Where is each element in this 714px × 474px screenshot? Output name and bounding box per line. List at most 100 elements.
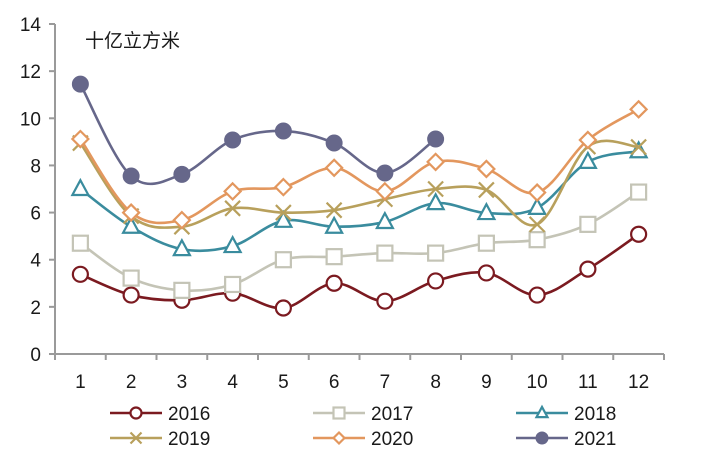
data-point [222, 234, 243, 254]
data-point [630, 138, 647, 156]
x-tick-label: 1 [75, 372, 86, 393]
x-tick-label: 10 [527, 372, 548, 393]
legend-item-2018: 2018 [516, 404, 616, 425]
data-point [629, 99, 649, 119]
series-2018 [70, 140, 649, 257]
legend-item-2016: 2016 [110, 404, 210, 425]
legend-marker [332, 406, 346, 420]
legend-item-2019: 2019 [110, 429, 210, 450]
data-point [375, 210, 395, 230]
legend-item-2020: 2020 [313, 429, 413, 450]
data-point [630, 225, 648, 243]
legend-marker [331, 430, 347, 446]
data-point [71, 75, 89, 93]
data-point [476, 201, 497, 221]
data-point [427, 180, 444, 198]
legend-marker [129, 431, 143, 445]
data-point [324, 215, 344, 234]
series-line-2016 [79, 233, 640, 310]
data-point [476, 159, 496, 179]
x-tick-label: 6 [329, 372, 340, 393]
data-point [376, 292, 394, 310]
data-point [578, 130, 598, 150]
x-tick-label: 5 [278, 372, 289, 393]
data-point [224, 200, 241, 217]
legend-label: 2020 [371, 429, 413, 450]
data-point [427, 130, 445, 148]
data-point [427, 272, 445, 290]
series [70, 75, 649, 317]
x-tick-label: 2 [126, 372, 137, 393]
data-point [427, 244, 445, 262]
data-point [121, 215, 141, 234]
data-point [70, 129, 90, 149]
series-2017 [71, 183, 648, 299]
data-point [630, 183, 648, 201]
data-point [426, 152, 446, 172]
data-point [224, 131, 242, 149]
data-point [172, 237, 192, 257]
data-point [71, 234, 89, 252]
data-point [122, 286, 140, 304]
y-tick-label: 2 [30, 298, 41, 319]
data-point [579, 260, 597, 278]
data-point [528, 216, 546, 233]
y-tick-label: 14 [20, 15, 42, 36]
data-point [121, 203, 141, 223]
x-tick-label: 8 [430, 372, 441, 393]
y-tick-label: 8 [30, 156, 41, 177]
y-ticks: 0 2 4 6 8 10 12 14 [20, 15, 55, 366]
x-tick-label: 4 [227, 372, 238, 393]
data-point [527, 182, 547, 203]
unit-label: 十亿立方米 [85, 30, 180, 52]
data-point [579, 215, 597, 233]
data-point [425, 192, 446, 211]
series-2021 [71, 75, 445, 186]
x-tick-label: 9 [481, 372, 492, 393]
series-2020 [70, 99, 649, 230]
data-point [376, 244, 394, 262]
axes [54, 24, 664, 355]
data-point [122, 167, 140, 185]
data-point [478, 181, 495, 199]
data-point [224, 275, 242, 294]
data-point [273, 177, 293, 197]
data-point [375, 181, 395, 201]
series-line-2019 [79, 139, 639, 229]
data-point [376, 164, 394, 182]
x-tick-label: 12 [628, 372, 649, 393]
data-point [528, 231, 546, 249]
data-point [173, 281, 191, 299]
data-point [324, 158, 344, 178]
legend-label: 2018 [574, 404, 616, 425]
x-tick-label: 11 [578, 372, 598, 393]
legend-label: 2021 [574, 429, 616, 450]
data-point [70, 177, 91, 197]
legend-item-2021: 2021 [516, 429, 616, 450]
data-point [223, 181, 243, 201]
series-2019 [72, 134, 647, 235]
legend-marker [129, 406, 143, 420]
legend-item-2017: 2017 [313, 404, 413, 425]
legend-label: 2016 [168, 404, 210, 425]
data-point [273, 209, 294, 228]
data-point [71, 265, 89, 283]
legend: 2016 2017 2018 2019 2020 2021 [110, 404, 616, 450]
data-point [477, 234, 495, 252]
y-tick-label: 10 [20, 109, 41, 130]
data-point [578, 150, 598, 169]
series-line-2017 [79, 190, 640, 292]
legend-marker [535, 431, 549, 445]
y-tick-label: 4 [30, 251, 41, 272]
data-point [527, 196, 547, 215]
data-point [172, 210, 192, 230]
legend-marker [534, 404, 550, 419]
data-point [173, 165, 191, 183]
data-point [122, 269, 140, 287]
y-tick-label: 0 [30, 345, 41, 366]
data-point [325, 201, 343, 219]
legend-label: 2017 [371, 404, 413, 425]
x-tick-label: 7 [380, 372, 391, 393]
x-tick-label: 3 [177, 372, 188, 393]
